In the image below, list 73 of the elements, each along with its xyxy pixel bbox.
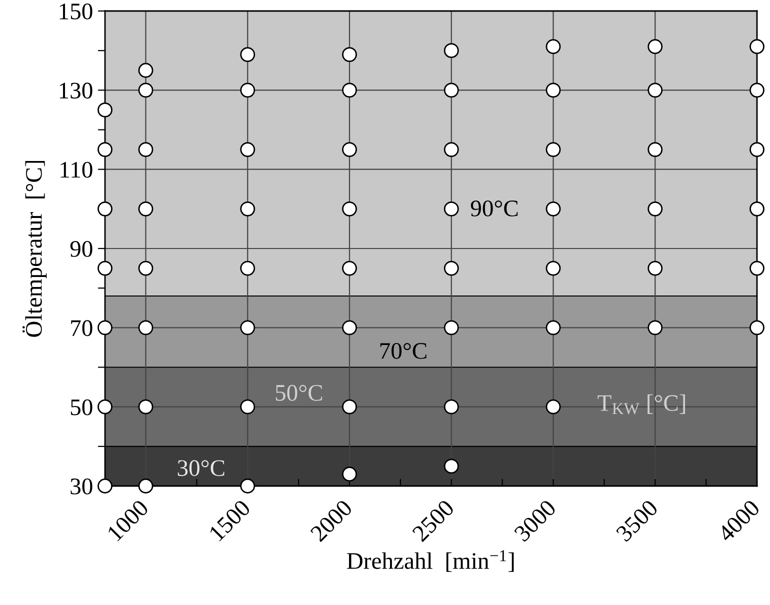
point [138, 62, 154, 78]
point [240, 260, 256, 276]
y-tick-label: 110 [60, 162, 92, 178]
point [342, 466, 357, 482]
x-tick-label: 4000 [716, 498, 761, 543]
point [342, 82, 357, 98]
point [98, 142, 112, 158]
point [240, 47, 256, 62]
point [546, 201, 561, 216]
point [342, 320, 357, 336]
point [750, 142, 764, 158]
point [98, 320, 112, 336]
point [444, 82, 459, 98]
point [342, 260, 357, 276]
point [138, 82, 154, 98]
band-label: 70°C [380, 342, 426, 359]
point [750, 260, 764, 276]
band-label: 30°C [178, 460, 224, 476]
point [240, 82, 256, 98]
point [240, 142, 256, 158]
point [342, 47, 357, 62]
y-tick-label: 30 [70, 478, 92, 494]
point [546, 142, 561, 158]
x-axis-title: Drehzahl [min$^{−1}$] [347, 550, 514, 572]
point [240, 320, 256, 336]
point [138, 478, 154, 494]
point [342, 142, 357, 158]
point [648, 260, 663, 276]
point [546, 260, 561, 276]
point [138, 201, 154, 216]
point [98, 201, 112, 216]
point [648, 142, 663, 158]
point [648, 39, 663, 54]
point [138, 142, 154, 158]
point [240, 399, 256, 414]
point [138, 320, 154, 336]
point [342, 399, 357, 414]
point [444, 142, 459, 158]
point [98, 478, 112, 494]
y-tick-label: 130 [60, 82, 92, 99]
point [444, 43, 459, 58]
point [342, 201, 357, 216]
y-tick-label: 50 [70, 399, 92, 416]
point [546, 320, 561, 336]
point [98, 102, 112, 118]
point [98, 260, 112, 276]
point [648, 82, 663, 98]
y-tick-label: 90 [70, 240, 92, 257]
point [240, 478, 256, 494]
point [444, 458, 459, 474]
point [750, 82, 764, 98]
point [138, 399, 154, 414]
point [546, 82, 561, 98]
point [444, 201, 459, 216]
point [546, 399, 561, 414]
y-axis-title: Öltemperatur [°C] [22, 160, 47, 337]
y-tick-label: 70 [71, 320, 92, 336]
band-label: 50°C [276, 384, 322, 401]
point [240, 201, 256, 216]
point [750, 39, 764, 54]
point [648, 201, 663, 216]
point [98, 399, 112, 414]
point [750, 201, 764, 216]
point [648, 320, 663, 336]
band-label: 90°C [470, 200, 518, 216]
point [138, 260, 154, 276]
y-tick-label: 150 [60, 3, 92, 20]
point [444, 399, 459, 414]
point [444, 260, 459, 276]
point [444, 320, 459, 336]
point [546, 39, 561, 54]
point [750, 320, 764, 336]
annotation: T$_{KW}$ [°C] [598, 394, 686, 414]
